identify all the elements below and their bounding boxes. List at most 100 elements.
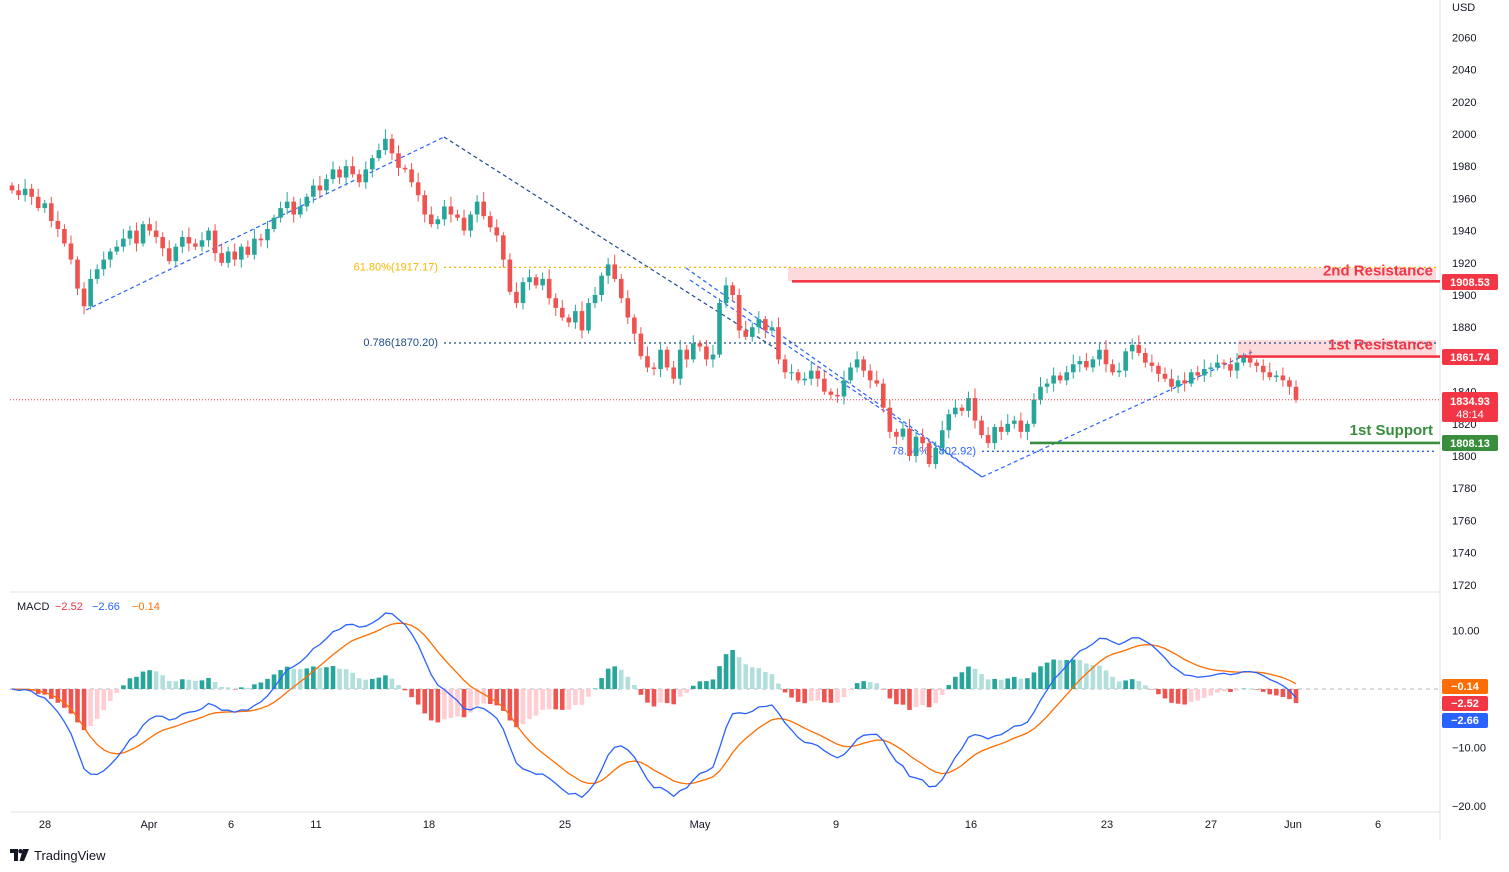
macd-hist-bar <box>1084 663 1089 689</box>
candle-body <box>166 248 172 262</box>
support-resistance-levels[interactable]: 2nd Resistance 1st Resistance 1st Support <box>792 262 1440 445</box>
macd-hist-bar <box>645 689 650 703</box>
candle-body <box>1143 352 1148 363</box>
macd-hist-bar <box>769 674 775 689</box>
macd-hist-bar <box>592 688 598 690</box>
candle-body <box>664 349 670 368</box>
candle-body <box>173 246 179 262</box>
macd-hist-bar <box>520 689 526 725</box>
macd-hist-bar <box>127 678 133 689</box>
macd-hist-bar <box>677 689 683 697</box>
macd-histogram <box>9 650 1299 731</box>
macd-hist-bar <box>1247 688 1253 690</box>
price-tick: 2060 <box>1452 32 1476 44</box>
candle-body <box>1175 380 1181 387</box>
candle-body <box>1005 423 1011 432</box>
badge-s1 <box>1442 435 1498 451</box>
candle-body <box>107 251 113 260</box>
price-tick: 1960 <box>1452 193 1476 205</box>
macd-hist-bar <box>933 689 938 704</box>
macd-hist-bar <box>49 689 54 699</box>
candle-body <box>880 383 886 408</box>
candle-body <box>232 251 238 260</box>
candle-body <box>9 185 15 191</box>
macd-hist-bar <box>540 689 545 710</box>
candle-body <box>1097 349 1102 360</box>
macd-hist-bar <box>985 679 991 689</box>
macd-hist-bar <box>1149 689 1155 690</box>
macd-hist-bar <box>442 689 447 720</box>
badge-price-text: 1834.93 <box>1450 396 1490 408</box>
macd-hist-bar <box>140 671 146 689</box>
macd-hist-bar <box>894 689 899 705</box>
macd-hist-bar <box>1012 676 1017 689</box>
candle-body <box>658 349 663 370</box>
tradingview-logo[interactable]: TradingView <box>10 846 106 864</box>
candle-body <box>304 196 310 207</box>
macd-legend[interactable]: MACD −2.52 −2.66 −0.14 <box>17 601 160 613</box>
candle-body <box>324 179 329 191</box>
macd-hist-bar <box>612 666 617 689</box>
time-tick: May <box>690 819 711 831</box>
candle-body <box>861 359 866 371</box>
trend-line-up-1[interactable] <box>85 136 445 311</box>
macd-hist-bar <box>1175 689 1181 704</box>
candle-body <box>749 327 755 337</box>
time-axis[interactable]: 28 Apr 6 11 18 25 May 9 16 23 27 Jun 6 <box>39 819 1381 831</box>
macd-hist-bar <box>252 684 257 689</box>
badge-r2-text: 1908.53 <box>1450 277 1490 289</box>
candle-body <box>972 398 978 421</box>
macd-axis[interactable]: 10.00 −10.00 −20.00 <box>1452 626 1486 814</box>
macd-hist-bar <box>1162 689 1168 699</box>
macd-hist-bar <box>363 679 369 689</box>
candle-body <box>540 278 545 286</box>
macd-hist-bar <box>330 666 336 689</box>
trend-line-up-2[interactable] <box>981 351 1253 478</box>
candle-body <box>1274 375 1279 378</box>
macd-hist-bar <box>822 689 827 703</box>
macd-hist-bar <box>1241 688 1246 690</box>
candle-body <box>1025 423 1030 432</box>
macd-hist-bar <box>867 682 873 689</box>
macd-tick: −20.00 <box>1452 801 1486 813</box>
candle-body <box>16 190 21 196</box>
fib-label: 0.786(1870.20) <box>363 337 438 349</box>
candle-body <box>559 307 565 318</box>
macd-hist-bar <box>514 689 519 728</box>
candle-body <box>422 195 428 215</box>
candle-body <box>645 356 650 368</box>
macd-hist-bar <box>887 689 893 699</box>
candle-body <box>127 230 133 239</box>
macd-legend-value-2: −2.66 <box>92 601 120 613</box>
trend-line-down-2[interactable] <box>685 267 983 478</box>
macd-hist-bar <box>173 681 179 689</box>
macd-hist-bar <box>383 675 388 689</box>
candle-body <box>933 447 938 465</box>
candles[interactable] <box>9 129 1299 469</box>
candle-body <box>966 398 971 411</box>
candle-body <box>730 285 735 295</box>
price-tick: 1780 <box>1452 483 1476 495</box>
macd-hist-bar <box>1221 689 1227 692</box>
macd-hist-bar <box>88 689 93 727</box>
macd-pane[interactable]: 10.00 −10.00 −20.00 <box>9 612 1486 814</box>
trend-line-down-1[interactable] <box>443 136 779 351</box>
candle-body <box>1077 361 1083 365</box>
macd-hist-bar <box>723 654 729 689</box>
candle-body <box>671 367 676 379</box>
candle-body <box>448 206 454 215</box>
macd-hist-bar <box>691 685 696 689</box>
candle-body <box>946 414 952 431</box>
macd-hist-bar <box>559 689 565 710</box>
macd-hist-bar <box>632 684 637 689</box>
macd-hist-bar <box>199 680 205 689</box>
candle-body <box>691 343 696 360</box>
candle-body <box>592 295 598 304</box>
candle-body <box>75 259 80 289</box>
candle-body <box>62 228 67 244</box>
macd-hist-bar <box>1077 660 1083 689</box>
candle-body <box>756 319 762 328</box>
macd-hist-bar <box>730 650 735 689</box>
macd-hist-bar <box>1260 689 1266 692</box>
